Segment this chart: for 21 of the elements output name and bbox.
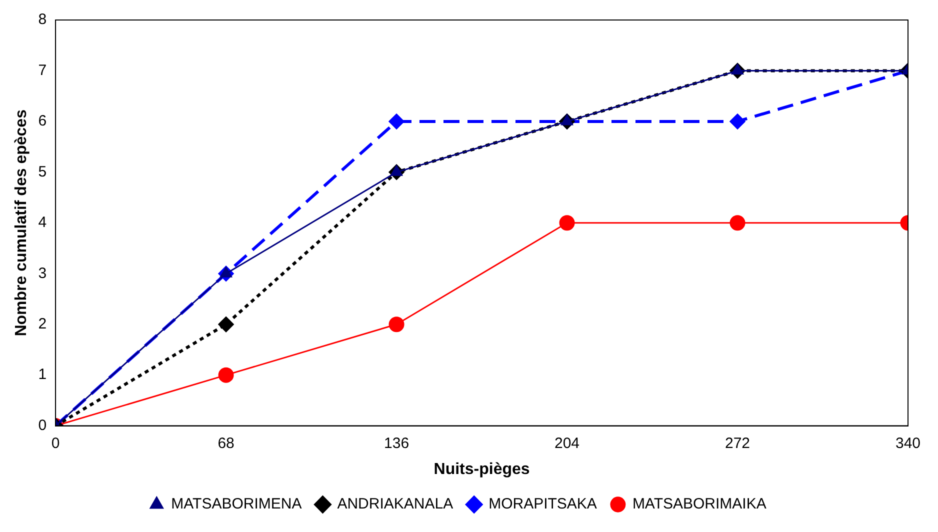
legend-label: ANDRIAKANALA bbox=[337, 496, 454, 513]
y-tick-label: 3 bbox=[38, 264, 47, 282]
y-tick-label: 2 bbox=[38, 315, 47, 332]
y-tick-label: 7 bbox=[38, 62, 47, 79]
x-tick-label: 136 bbox=[384, 434, 410, 452]
x-tick-label: 340 bbox=[895, 434, 921, 452]
x-tick-label: 0 bbox=[51, 434, 60, 452]
legend-label: MATSABORIMAIKA bbox=[632, 496, 766, 513]
x-tick-label: 68 bbox=[218, 434, 234, 452]
x-axis-title: Nuits-pièges bbox=[434, 460, 530, 478]
y-tick-label: 6 bbox=[38, 112, 47, 130]
y-tick-label: 8 bbox=[38, 11, 47, 28]
legend-label: MORAPITSAKA bbox=[488, 496, 597, 513]
x-tick-label: 204 bbox=[554, 434, 580, 452]
x-tick-label: 272 bbox=[724, 434, 750, 452]
y-tick-label: 1 bbox=[38, 366, 47, 384]
y-tick-label: 4 bbox=[38, 214, 47, 232]
y-axis-title: Nombre cumulatif des epèces bbox=[13, 109, 30, 336]
legend-label: MATSABORIMENA bbox=[171, 496, 302, 513]
y-tick-label: 5 bbox=[38, 163, 47, 180]
y-tick-label: 0 bbox=[38, 416, 47, 434]
